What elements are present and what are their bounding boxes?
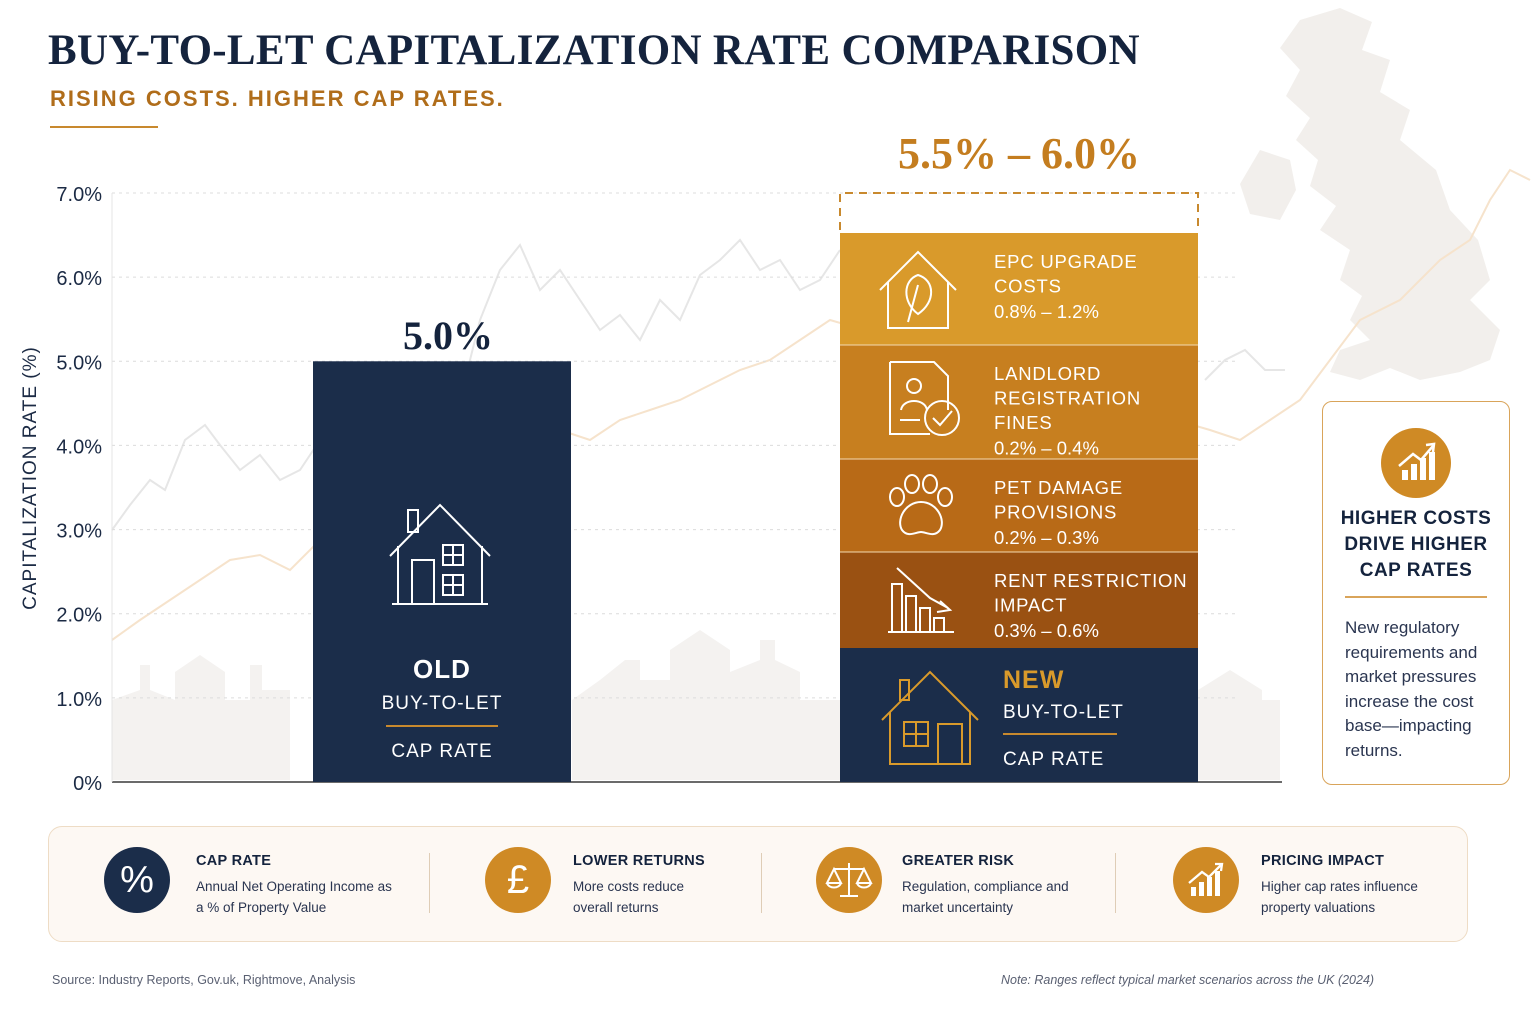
cost-segment-range: 0.3% – 0.6% [994, 620, 1099, 641]
y-tick-label: 2.0% [56, 605, 102, 627]
cost-segment-label: FINES [994, 412, 1052, 433]
y-axis-ticks: 0% 1.0% 2.0% 3.0% 4.0% 5.0% 6.0% 7.0% [56, 184, 102, 795]
old-bar-label-line1: OLD [413, 654, 471, 684]
paw-icon [889, 474, 953, 536]
cost-segment-label: PROVISIONS [994, 502, 1117, 523]
cost-segment-label: PET DAMAGE [994, 477, 1123, 498]
cost-segment-range: 0.2% – 0.3% [994, 527, 1099, 548]
cost-segments: EPC UPGRADE COSTS 0.8% – 1.2% LANDLORD REGIS… [840, 233, 1198, 648]
leaf-house-icon [879, 250, 957, 329]
source-footnote: Source: Industry Reports, Gov.uk, Rightm… [52, 973, 356, 987]
info-description: Higher cap rates influence property valu… [1261, 879, 1418, 915]
cost-segment-bar [840, 233, 1198, 345]
info-separator [1115, 853, 1116, 913]
house-icon [881, 670, 979, 765]
y-tick-label: 0% [73, 773, 102, 795]
y-tick-label: 5.0% [56, 352, 102, 374]
document-check-icon [889, 361, 960, 436]
rising-chart-icon [1381, 428, 1451, 498]
cost-segment-label: COSTS [994, 276, 1062, 297]
info-description: Regulation, compliance and market uncert… [902, 879, 1069, 915]
cost-segment-bar [840, 345, 1198, 459]
insight-card: HIGHER COSTS DRIVE HIGHER CAP RATES New … [1322, 401, 1510, 785]
insight-card-divider [1345, 596, 1487, 598]
chart-gridlines [112, 192, 1236, 699]
cost-segment-range: 0.8% – 1.2% [994, 301, 1099, 322]
info-title: LOWER RETURNS [573, 853, 705, 869]
growth-chart-icon [1173, 847, 1239, 913]
cost-segment-label: IMPACT [994, 595, 1067, 616]
cost-segment-label: RENT RESTRICTION [994, 570, 1187, 591]
old-bar-label-line2: BUY-TO-LET [382, 693, 503, 714]
new-bar-label-line2: BUY-TO-LET [1003, 702, 1124, 723]
title-divider [50, 126, 158, 128]
new-bar-range-label: 5.5% – 6.0% [898, 129, 1140, 178]
new-bar-label-line1: NEW [1003, 666, 1064, 694]
info-item-greater-risk: GREATER RISK Regulation, compliance and … [761, 827, 1115, 943]
pound-glyph: £ [506, 858, 530, 902]
range-bracket [839, 192, 1199, 230]
info-panel: % CAP RATE Annual Net Operating Income a… [48, 826, 1468, 942]
old-bar-label-line3: CAP RATE [391, 741, 492, 762]
info-item-lower-returns: £ LOWER RETURNS More costs reduce overal… [429, 827, 761, 943]
insight-card-title: HIGHER COSTS DRIVE HIGHER CAP RATES [1340, 508, 1492, 581]
old-cap-rate-bar [313, 361, 571, 782]
info-item-pricing-impact: PRICING IMPACT Higher cap rates influenc… [1115, 827, 1467, 943]
declining-chart-icon [888, 567, 954, 633]
info-title: GREATER RISK [902, 853, 1015, 869]
page-title: BUY-TO-LET CAPITALIZATION RATE COMPARISO… [48, 27, 1140, 74]
old-bar-value-label: 5.0% [403, 313, 493, 358]
new-bar-group: 5.5% – 6.0% EPC UPGRADE COSTS 0.8% – 1.2% L… [839, 129, 1199, 782]
y-axis-label: CAPITALIZATION RATE (%) [20, 346, 41, 610]
new-cap-rate-base-bar [840, 648, 1198, 782]
scales-icon [816, 847, 882, 913]
house-icon [389, 503, 491, 605]
background-trend-gray [111, 238, 841, 531]
y-tick-label: 7.0% [56, 184, 102, 206]
note-footnote: Note: Ranges reflect typical market scen… [1001, 973, 1375, 987]
background-trend-gray-right [1204, 348, 1285, 381]
background-skyline [112, 630, 1280, 780]
new-bar-label-line3: CAP RATE [1003, 749, 1104, 770]
cost-segment-label: EPC UPGRADE [994, 251, 1137, 272]
page-subtitle: RISING COSTS. HIGHER CAP RATES. [50, 86, 505, 111]
y-tick-label: 1.0% [56, 689, 102, 711]
info-description: More costs reduce overall returns [573, 879, 685, 915]
y-tick-label: 6.0% [56, 268, 102, 290]
cost-segment-range: 0.2% – 0.4% [994, 438, 1099, 459]
insight-card-text: New regulatory requirements and market p… [1345, 618, 1478, 760]
info-separator [429, 853, 430, 913]
percent-icon: % [104, 847, 170, 913]
cost-segment-label: REGISTRATION [994, 388, 1141, 409]
info-title: CAP RATE [196, 853, 272, 869]
info-separator [761, 853, 762, 913]
uk-map-silhouette [1240, 8, 1500, 380]
info-description: Annual Net Operating Income as a % of Pr… [196, 879, 392, 915]
percent-glyph: % [120, 859, 154, 901]
y-tick-label: 4.0% [56, 436, 102, 458]
info-item-cap-rate: % CAP RATE Annual Net Operating Income a… [49, 827, 429, 943]
pound-icon: £ [485, 847, 551, 913]
info-title: PRICING IMPACT [1261, 853, 1385, 869]
old-bar-group: 5.0% OLD BUY-TO-LET CAP RATE [313, 313, 571, 782]
cost-segment-label: LANDLORD [994, 363, 1101, 384]
y-tick-label: 3.0% [56, 521, 102, 543]
background-trend-orange [111, 168, 1531, 641]
